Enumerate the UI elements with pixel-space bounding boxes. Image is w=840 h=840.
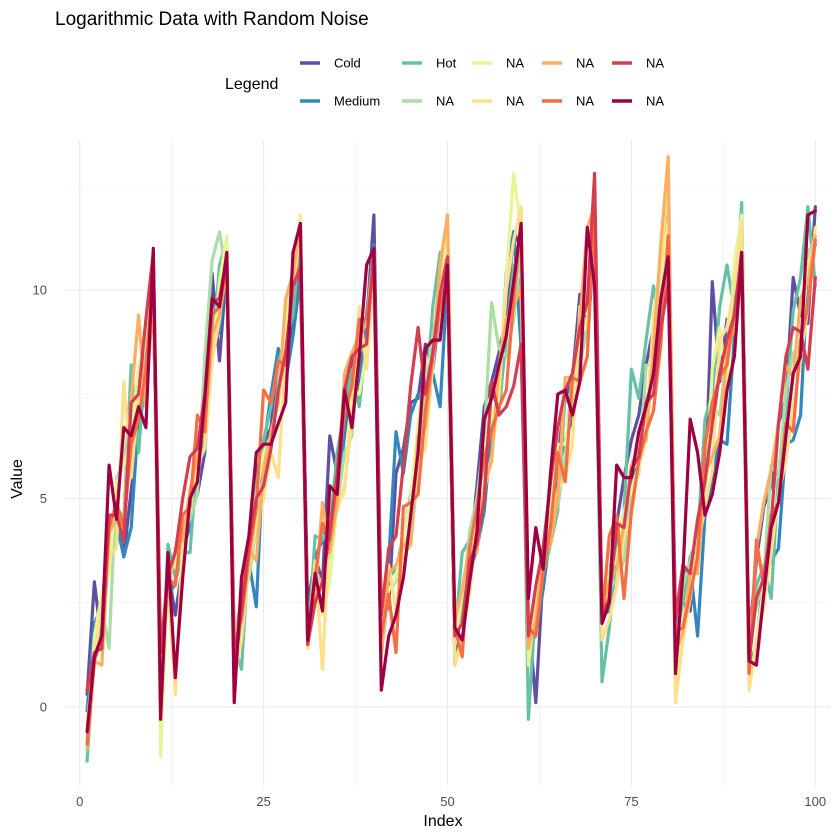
legend-label-6: NA [506, 94, 524, 109]
series-lines [85, 155, 817, 763]
series-line-10 [85, 209, 817, 734]
x-tick-label: 0 [76, 794, 83, 809]
y-axis-ticks: 0 5 10 [33, 283, 47, 715]
y-axis-title: Value [9, 459, 26, 499]
y-tick-label: 10 [33, 283, 47, 298]
legend: Legend Cold Medium Hot NA NA NA NA NA NA NA [225, 56, 664, 109]
x-axis-ticks: 0 25 50 75 100 [76, 794, 826, 809]
legend-label-7: NA [576, 56, 594, 71]
legend-title: Legend [225, 76, 278, 93]
legend-label-2: Medium [334, 94, 380, 109]
x-tick-label: 100 [804, 794, 826, 809]
legend-label-9: NA [646, 56, 664, 71]
y-tick-label: 0 [40, 699, 47, 714]
x-axis-title: Index [423, 813, 462, 830]
legend-label-3: Hot [436, 56, 457, 71]
chart-title: Logarithmic Data with Random Noise [55, 9, 369, 30]
legend-label-4: NA [436, 94, 454, 109]
legend-label-10: NA [646, 94, 664, 109]
legend-label-1: Cold [334, 56, 361, 71]
x-tick-label: 25 [256, 794, 270, 809]
legend-label-5: NA [506, 56, 524, 71]
x-tick-label: 75 [624, 794, 638, 809]
y-tick-label: 5 [40, 491, 47, 506]
legend-label-8: NA [576, 94, 594, 109]
x-tick-label: 50 [440, 794, 454, 809]
